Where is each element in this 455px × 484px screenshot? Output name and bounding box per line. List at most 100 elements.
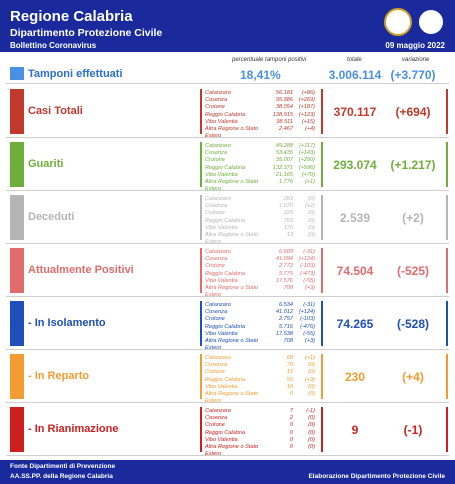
casi-separator-right: [321, 89, 323, 134]
province-delta: (0): [308, 422, 315, 429]
province-value: 53.435: [275, 150, 293, 157]
rianimazione-total: 9: [351, 422, 359, 437]
positivi-province-list: Catanzaro 6.609 (-31) Cosenza 41.094 (+124) Cr…: [205, 249, 315, 299]
casi-label: Casi Totali: [28, 104, 83, 117]
isolamento-province-list: Catanzaro 6.534 (-31) Cosenza 41.012 (+124) Cr…: [205, 302, 315, 352]
positivi-separator: [200, 248, 202, 293]
province-delta: (+124): [298, 309, 315, 316]
province-delta: (-473): [300, 270, 315, 277]
province-row: Cosenza 95.986 (+269): [205, 97, 315, 104]
divider: [6, 402, 449, 403]
province-name: Reggio Calabria: [205, 111, 246, 118]
province-row: Altra Regione o Stato Estero 1.776 (+1): [205, 179, 315, 193]
province-name: Vibo Valentia: [205, 171, 238, 178]
province-name: Catanzaro: [205, 143, 231, 149]
province-row: Crotone 35.007 (+290): [205, 157, 315, 164]
province-value: 1.070: [279, 203, 293, 210]
province-value: 41.094: [275, 256, 293, 263]
positivi-separator-right: [321, 248, 323, 293]
tamponi-row: Tamponi effettuati 18,41% 3.006.114 (+3.…: [0, 63, 455, 85]
divider: [6, 190, 449, 191]
province-value: 170: [283, 224, 293, 231]
province-delta: (+290): [298, 157, 315, 164]
province-delta: (-31): [303, 249, 315, 255]
province-value: 13: [286, 232, 293, 239]
province-row: Catanzaro 7 (-1): [205, 408, 315, 415]
province-name: Vibo Valentia: [205, 277, 238, 284]
province-delta: (0): [308, 210, 315, 217]
province-delta: (-103): [300, 263, 315, 270]
province-row: Vibo Valentia 21.165 (+70): [205, 172, 315, 179]
divider: [6, 243, 449, 244]
province-row: Catanzaro 283 (0): [205, 196, 315, 203]
province-value: 35.007: [275, 157, 293, 164]
province-delta: (+70): [301, 171, 315, 178]
province-value: 6.609: [279, 249, 293, 255]
province-delta: (+596): [298, 164, 315, 171]
province-value: 68: [286, 355, 293, 361]
province-delta: (+123): [298, 111, 315, 118]
province-name: Altra Regione o Stato Estero: [205, 391, 259, 404]
province-row: Reggio Calabria 59 (+3): [205, 377, 315, 384]
province-value: 132.371: [272, 164, 293, 171]
deceduti-label: Deceduti: [28, 210, 75, 223]
bulletin-bar: Bollettino Coronavirus 09 maggio 2022: [0, 41, 455, 52]
province-value: 225: [283, 210, 293, 217]
divider: [6, 137, 449, 138]
province-row: Catanzaro 56.181 (+86): [205, 90, 315, 97]
province-name: Crotone: [205, 369, 225, 376]
positivi-total: 74.504: [336, 263, 374, 278]
isolamento-right-bar: [446, 301, 448, 346]
province-value: 2: [289, 415, 293, 422]
province-value: 21.165: [275, 171, 293, 178]
rianimazione-separator-right: [321, 407, 323, 452]
province-row: Altra Regione o Stato Estero 0 (0): [205, 444, 315, 458]
province-row: Altra Regione o Stato Estero 708 (+3): [205, 338, 315, 352]
casi-total: 370.117: [333, 104, 377, 119]
province-value: 70: [286, 362, 293, 369]
province-value: 6.534: [279, 302, 293, 308]
reparto-separator: [200, 354, 202, 399]
divider: [6, 349, 449, 350]
province-row: Vibo Valentia 170 (0): [205, 225, 315, 232]
guariti-label: Guariti: [28, 157, 64, 170]
isolamento-variation: (-528): [396, 316, 429, 331]
province-value: 15: [286, 369, 293, 376]
province-name: Crotone: [205, 263, 225, 270]
province-row: Crotone 2.757 (-103): [205, 316, 315, 323]
province-value: 18: [286, 383, 293, 390]
casi-variation: (+694): [395, 104, 431, 119]
province-delta: (-55): [303, 330, 315, 337]
province-name: Vibo Valentia: [205, 224, 238, 231]
province-value: 708: [283, 285, 293, 292]
province-row: Cosenza 1.070 (+2): [205, 203, 315, 210]
reparto-label: - In Reparto: [28, 369, 90, 382]
rianimazione-province-list: Catanzaro 7 (-1) Cosenza 2 (0) Crotone 0 (0) Regg…: [205, 408, 315, 458]
footer: Fonte Dipartimenti di Prevenzione AA.SS.…: [0, 460, 455, 484]
reparto-province-list: Catanzaro 68 (+1) Cosenza 70 (0) Crotone 15 (0) R…: [205, 355, 315, 405]
province-name: Catanzaro: [205, 408, 231, 414]
province-row: Crotone 2.772 (-103): [205, 263, 315, 270]
province-value: 2.772: [279, 263, 293, 270]
casi-province-list: Catanzaro 56.181 (+86) Cosenza 95.986 (+269) C…: [205, 90, 315, 140]
deceduti-separator-right: [321, 195, 323, 240]
province-row: Catanzaro 6.609 (-31): [205, 249, 315, 256]
guariti-separator: [200, 142, 202, 187]
divider: [6, 455, 449, 456]
province-value: 49.288: [275, 143, 293, 149]
province-row: Altra Regione o Stato Estero 708 (+3): [205, 285, 315, 299]
province-value: 2.757: [279, 316, 293, 323]
province-delta: (+117): [299, 143, 315, 149]
section-casi: Casi Totali Catanzaro 56.181 (+86) Cosenza 95…: [0, 85, 455, 140]
province-value: 0: [289, 444, 293, 451]
province-row: Cosenza 2 (0): [205, 415, 315, 422]
bulletin-label: Bollettino Coronavirus: [10, 41, 97, 50]
section-isolamento: - In Isolamento Catanzaro 6.534 (-31) Cosenz…: [0, 297, 455, 352]
province-name: Cosenza: [205, 256, 228, 263]
region-logo-icon: [384, 8, 412, 36]
province-name: Altra Regione o Stato Estero: [205, 285, 259, 298]
province-row: Vibo Valentia 17.538 (-55): [205, 331, 315, 338]
province-row: Altra Regione o Stato Estero 0 (0): [205, 391, 315, 405]
tamponi-variation: (+3.770): [390, 68, 436, 82]
province-row: Altra Regione o Stato Estero 2.467 (+4): [205, 126, 315, 140]
